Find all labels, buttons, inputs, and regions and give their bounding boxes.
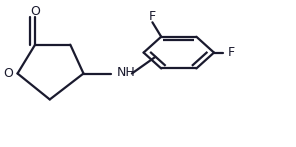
Text: F: F [228, 46, 235, 59]
Text: O: O [30, 5, 40, 18]
Text: NH: NH [117, 66, 136, 79]
Text: O: O [3, 67, 13, 80]
Text: F: F [149, 10, 156, 23]
